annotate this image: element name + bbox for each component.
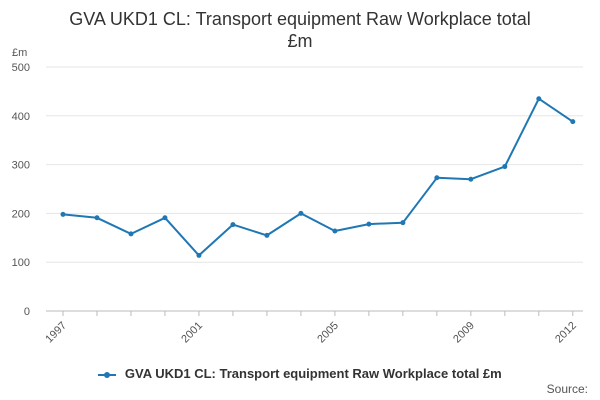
legend-label: GVA UKD1 CL: Transport equipment Raw Wor… <box>124 366 502 381</box>
y-tick-label-400: 400 <box>12 111 30 123</box>
data-point-2004 <box>298 210 304 216</box>
x-axis: 1997 2001 2005 2009 2012 <box>43 311 579 345</box>
data-point-2011 <box>536 96 542 102</box>
x-tick-label-2012: 2012 <box>553 320 579 346</box>
x-tick-label-2005: 2005 <box>315 320 341 346</box>
y-axis-unit-label: £m <box>12 47 27 59</box>
x-tick-label-1997: 1997 <box>43 320 69 346</box>
y-tick-label-300: 300 <box>12 160 30 172</box>
data-point-2012 <box>570 119 576 125</box>
data-point-2006 <box>366 221 372 227</box>
data-point-1998 <box>94 215 100 221</box>
data-point-1997 <box>60 211 66 217</box>
data-point-2001 <box>196 252 202 258</box>
data-point-2005 <box>332 228 338 234</box>
chart-title-line-1: GVA UKD1 CL: Transport equipment Raw Wor… <box>69 9 531 29</box>
series-line-0 <box>62 97 574 257</box>
x-tick-label-2001: 2001 <box>179 320 205 346</box>
data-point-2000 <box>162 215 168 221</box>
source-label: Source: <box>546 382 588 396</box>
data-point-2009 <box>468 176 474 182</box>
data-point-2003 <box>264 232 270 238</box>
x-tick-label-2009: 2009 <box>451 320 477 346</box>
data-point-1999 <box>128 231 134 237</box>
chart-title: GVA UKD1 CL: Transport equipment Raw Wor… <box>0 8 600 52</box>
gridlines <box>46 66 583 312</box>
legend[interactable]: GVA UKD1 CL: Transport equipment Raw Wor… <box>0 366 600 381</box>
y-tick-label-100: 100 <box>12 257 30 269</box>
y-tick-label-500: 500 <box>12 62 30 74</box>
data-point-2008 <box>434 175 440 181</box>
chart-title-line-2: £m <box>287 31 313 51</box>
legend-swatch <box>98 370 117 380</box>
y-axis-ticks: 0 100 200 300 400 500 <box>12 62 30 318</box>
data-point-2010 <box>502 164 508 170</box>
series-group <box>60 96 576 258</box>
data-point-2007 <box>400 220 406 226</box>
data-point-2002 <box>230 222 236 228</box>
y-tick-label-0: 0 <box>24 306 30 318</box>
y-tick-label-200: 200 <box>12 208 30 220</box>
